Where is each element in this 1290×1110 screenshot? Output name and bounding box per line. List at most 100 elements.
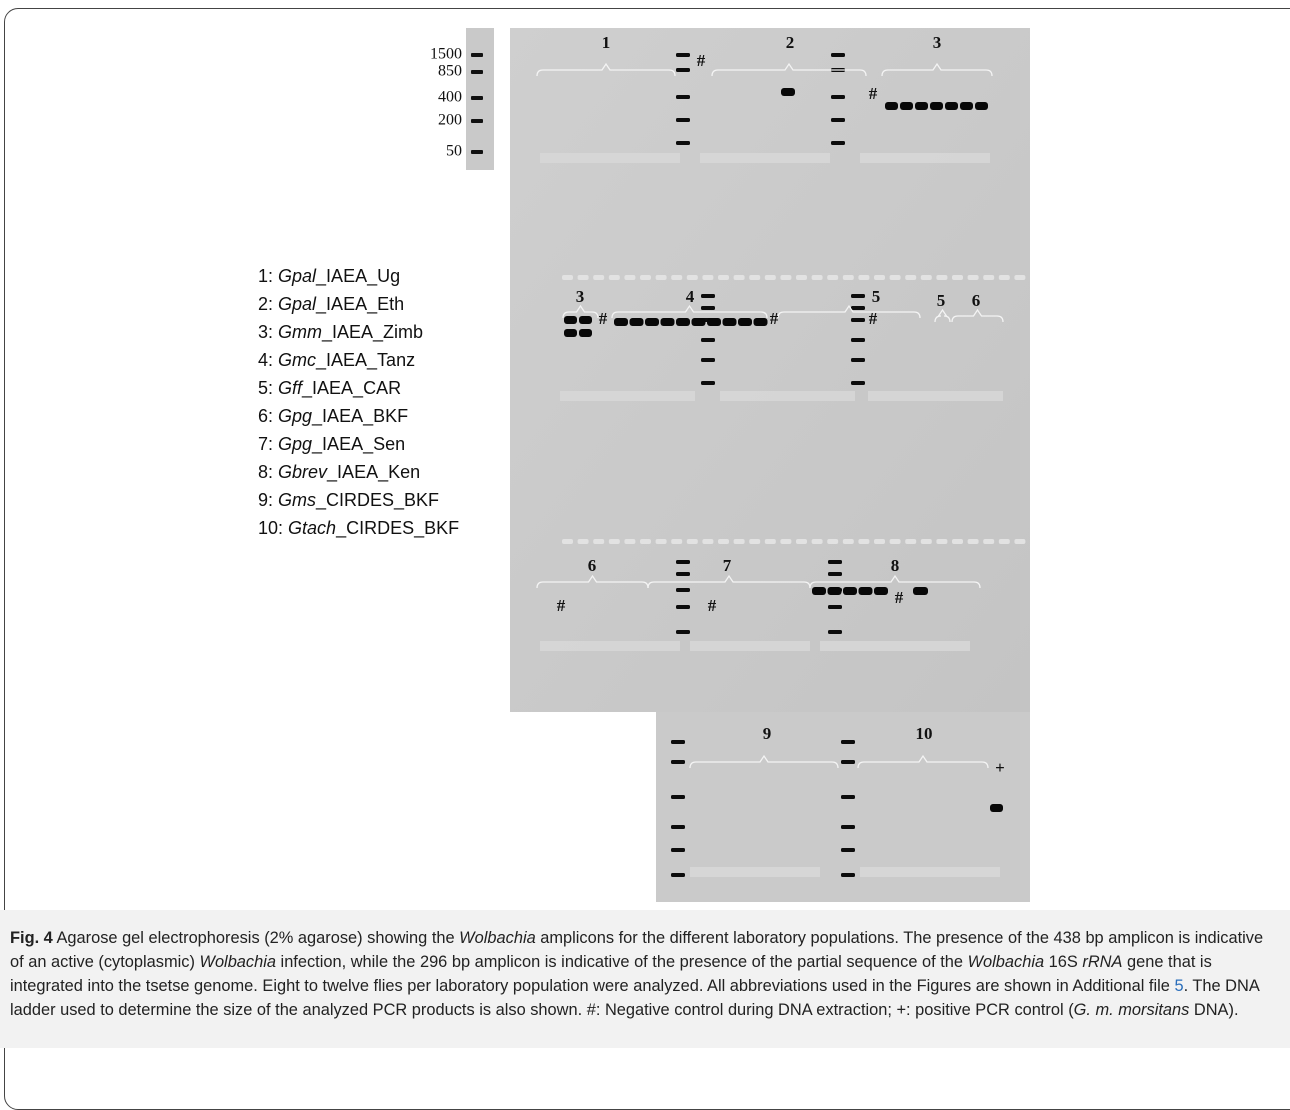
ladder-band: [831, 118, 845, 122]
caption-text: Agarose gel electrophoresis (2% agarose)…: [52, 929, 460, 947]
caption-italic: Wolbachia: [199, 953, 276, 971]
ladder-band: [701, 358, 715, 362]
well: [655, 275, 667, 280]
gel-label: 2: [786, 33, 795, 52]
ladder-label: 850: [438, 63, 462, 80]
bracket: [881, 62, 993, 77]
ladder-band: [841, 825, 855, 829]
ladder-band: [841, 873, 855, 877]
gel-label: 8: [891, 556, 900, 575]
well: [936, 275, 948, 280]
well: [827, 539, 839, 544]
smear: [560, 391, 695, 401]
band: [738, 318, 752, 326]
ladder-band: [676, 630, 690, 634]
legend-num: 7:: [258, 434, 279, 454]
band: [843, 587, 857, 595]
ladder-band: [676, 118, 690, 122]
legend-num: 4:: [258, 350, 279, 370]
legend-item: 5: Gff_IAEA_CAR: [258, 374, 459, 402]
band: [913, 587, 928, 595]
legend-item: 2: Gpal_IAEA_Eth: [258, 290, 459, 318]
band: [874, 587, 888, 595]
legend-species: Gpal: [278, 294, 317, 314]
legend-suffix: _IAEA_CAR: [302, 378, 402, 398]
well: [827, 275, 839, 280]
ladder-label: 400: [438, 89, 462, 106]
legend-species: Gmm: [278, 322, 323, 342]
gel-label: 9: [763, 724, 772, 743]
smear: [820, 641, 970, 651]
ladder-band: [701, 381, 715, 385]
well: [780, 275, 792, 280]
gel-label: 5: [937, 291, 946, 310]
bracket: [647, 574, 811, 589]
caption-text: amplicons for the different laboratory p…: [10, 929, 1264, 971]
gel-label: #: [869, 309, 878, 328]
ladder-band: [841, 795, 855, 799]
file-link[interactable]: 5: [1174, 977, 1184, 995]
well: [562, 275, 573, 280]
well: [905, 539, 917, 544]
band: [579, 329, 592, 337]
ladder-band: [671, 825, 685, 829]
bracket: [777, 304, 921, 319]
legend-suffix: _IAEA_Eth: [316, 294, 405, 314]
ladder-band: [676, 572, 690, 576]
well: [842, 275, 854, 280]
legend-suffix: _IAEA_Sen: [312, 434, 406, 454]
legend-item: 9: Gms_CIRDES_BKF: [258, 486, 459, 514]
well: [749, 275, 761, 280]
well: [733, 275, 745, 280]
well: [952, 275, 963, 280]
caption-italic: G. m. morsitans: [1073, 1001, 1190, 1019]
caption-text: DNA).: [1189, 1001, 1239, 1019]
ladder-band: [471, 96, 483, 100]
well: [811, 275, 823, 280]
bracket: [536, 574, 649, 589]
ladder-band: [671, 795, 685, 799]
band: [960, 102, 973, 110]
bracket: [857, 754, 989, 769]
well: [577, 539, 589, 544]
ladder-band: [841, 848, 855, 852]
well: [593, 539, 605, 544]
band: [812, 587, 826, 595]
ladder-band: [671, 848, 685, 852]
gel-label: #: [770, 309, 779, 328]
ladder-band: [831, 141, 845, 145]
well: [702, 275, 714, 280]
gel-label: #: [895, 588, 904, 607]
ladder-band: [701, 338, 715, 342]
smear: [860, 867, 1000, 877]
band: [579, 316, 592, 324]
legend-species: Gpg: [278, 406, 313, 426]
legend-suffix: _CIRDES_BKF: [316, 490, 440, 510]
ladder-band: [471, 53, 483, 57]
smear: [860, 153, 990, 163]
well: [920, 275, 932, 280]
band: [676, 318, 690, 326]
ladder-band: [851, 318, 865, 322]
gel-label: #: [708, 596, 717, 615]
well: [608, 275, 620, 280]
caption-text: 16S: [1044, 953, 1083, 971]
well: [920, 539, 932, 544]
ladder-band: [831, 95, 845, 99]
gel-label: 6: [972, 291, 981, 310]
legend-suffix: _CIRDES_BKF: [336, 518, 460, 538]
well: [640, 275, 651, 280]
legend-item: 1: Gpal_IAEA_Ug: [258, 262, 459, 290]
caption-italic: Wolbachia: [459, 929, 536, 947]
band: [691, 318, 706, 326]
gel-main: [510, 28, 1030, 712]
gel-label: 6: [588, 556, 597, 575]
gel-label: 4: [686, 287, 695, 306]
ladder-band: [676, 588, 690, 592]
well: [655, 539, 667, 544]
legend-num: 2:: [258, 294, 279, 314]
ladder-band: [828, 605, 842, 609]
band: [614, 318, 628, 326]
caption-italic: Wolbachia: [967, 953, 1045, 971]
well: [764, 275, 776, 280]
